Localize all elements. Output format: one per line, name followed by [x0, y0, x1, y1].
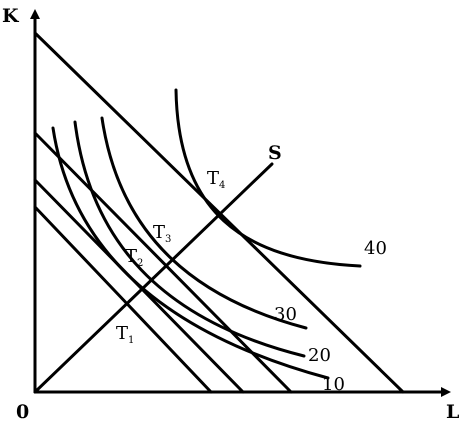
isoquant-10	[51, 126, 330, 380]
isocost-line-4	[33, 31, 405, 394]
l-axis-label: L	[446, 401, 459, 423]
k-axis-label: K	[2, 5, 20, 27]
isoquant-label-20: 20	[308, 345, 331, 366]
tangency-label-t1: T1	[116, 323, 134, 346]
isocost-line-3	[33, 131, 293, 394]
expansion-path-line	[33, 162, 274, 394]
isoquant-20	[73, 120, 306, 358]
origin-label: 0	[16, 401, 29, 423]
isoquant-label-30: 30	[274, 304, 297, 325]
isoquant-30	[100, 116, 308, 330]
isoquant-label-40: 40	[364, 238, 387, 259]
expansion-path-label: S	[268, 142, 282, 164]
tangency-label-t4: T4	[207, 168, 225, 191]
tangency-label-t2: T2	[125, 246, 143, 269]
isoquant-40	[174, 88, 362, 268]
isocost-line-1	[33, 205, 213, 394]
tangency-label-t3: T3	[153, 222, 171, 245]
isoquant-label-10: 10	[322, 374, 345, 395]
